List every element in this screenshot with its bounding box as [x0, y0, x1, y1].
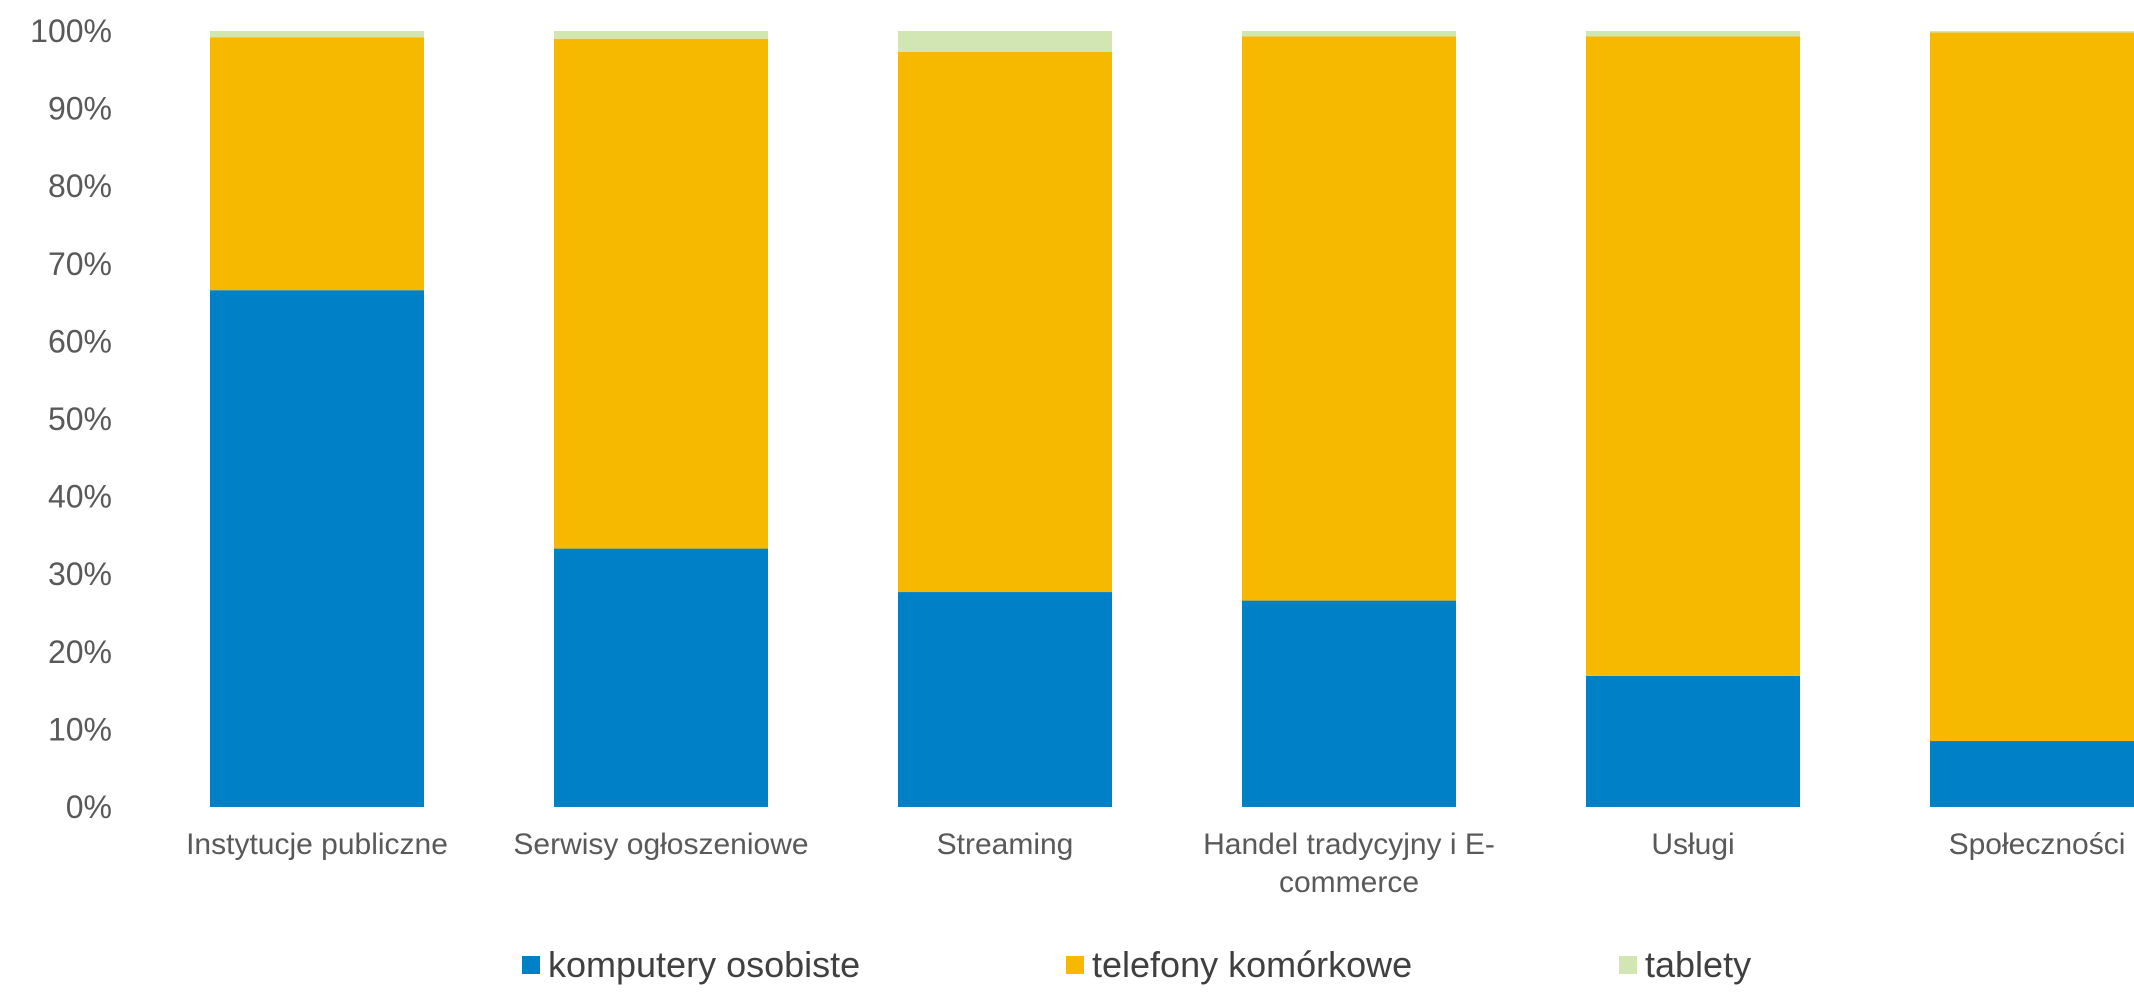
bar-segment-2-5 [1586, 36, 1800, 676]
x-category-label: Streaming [937, 828, 1074, 861]
bar-segment-3-3 [898, 31, 1112, 52]
y-tick-label: 100% [30, 13, 112, 49]
legend-label: telefony komórkowe [1092, 944, 1412, 985]
y-tick-label: 30% [48, 556, 112, 592]
y-tick-label: 70% [48, 246, 112, 282]
y-axis: 0% 10% 20% 30% 40% 50% 60% 70% 80% 90% 100% [30, 13, 112, 825]
bar-segment-3-5 [1586, 31, 1800, 37]
legend: komputery osobiste telefony komórkowe tabl… [522, 944, 1751, 985]
legend-swatch [1066, 956, 1084, 974]
x-category-label: Instytucje publiczne [186, 828, 448, 861]
bar-segment-1-5 [1586, 675, 1800, 807]
bar-segment-2-3 [898, 51, 1112, 593]
bar-segment-2-4 [1242, 36, 1456, 601]
x-category-label: commerce [1279, 866, 1419, 899]
y-tick-label: 10% [48, 711, 112, 747]
bar-segment-1-3 [898, 592, 1112, 807]
x-category-label: Społeczności [1949, 828, 2126, 861]
y-tick-label: 20% [48, 634, 112, 670]
x-category-label: Usługi [1651, 828, 1734, 861]
y-tick-label: 60% [48, 323, 112, 359]
y-tick-label: 40% [48, 479, 112, 515]
bar-segment-2-1 [210, 37, 424, 291]
legend-swatch [1619, 956, 1637, 974]
legend-label: tablety [1645, 944, 1751, 985]
bar-segment-1-2 [554, 548, 768, 807]
y-tick-label: 50% [48, 401, 112, 437]
y-tick-label: 80% [48, 168, 112, 204]
bar-segment-2-2 [554, 38, 768, 549]
legend-label: komputery osobiste [548, 944, 860, 985]
bar-segment-3-1 [210, 31, 424, 38]
y-tick-label: 90% [48, 91, 112, 127]
x-category-label: Serwisy ogłoszeniowe [513, 828, 808, 861]
bars [210, 31, 2134, 808]
bar-segment-3-6 [1930, 31, 2134, 33]
bar-segment-1-6 [1930, 741, 2134, 807]
bar-segment-3-2 [554, 31, 768, 39]
bar-segment-3-4 [1242, 31, 1456, 37]
bar-segment-1-1 [210, 290, 424, 808]
x-category-label: Handel tradycyjny i E- [1203, 828, 1495, 861]
legend-swatch [522, 956, 540, 974]
x-axis: Instytucje publiczne Serwisy ogłoszeniowe… [186, 828, 2125, 899]
y-tick-label: 0% [66, 789, 112, 825]
bar-segment-2-6 [1930, 32, 2134, 742]
bar-segment-1-4 [1242, 600, 1456, 807]
